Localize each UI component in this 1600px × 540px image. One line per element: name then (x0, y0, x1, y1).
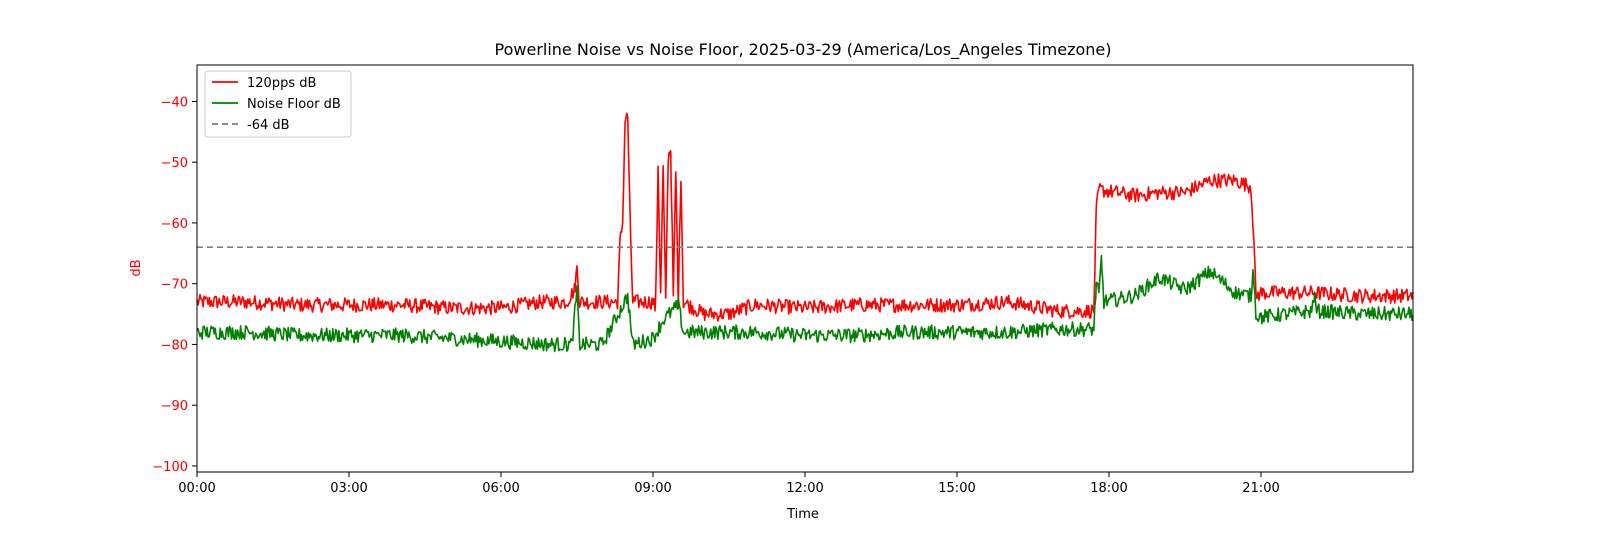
axes-layer: 00:00 03:00 06:00 09:00 12:00 15:00 18:00 21:00… (152, 64, 1414, 496)
legend-box (204, 70, 352, 138)
y-tick-label: −40 (161, 95, 188, 110)
x-tick-label: 06:00 (482, 481, 519, 496)
y-axis-label: dB (129, 259, 144, 276)
x-tick-label: 15:00 (938, 481, 975, 496)
x-axis-label: Time (786, 507, 819, 522)
y-tick-label: −50 (161, 156, 188, 171)
y-tick-label: −100 (152, 460, 188, 475)
x-tick-label: 09:00 (634, 481, 671, 496)
legend-label: -64 dB (247, 118, 290, 133)
y-tick-label: −60 (161, 217, 188, 232)
x-tick-label: 21:00 (1242, 481, 1279, 496)
series-line-0 (196, 112, 1414, 322)
y-tick-label: −80 (161, 338, 188, 353)
chart-title: Powerline Noise vs Noise Floor, 2025-03-… (495, 40, 1112, 60)
legend: 120pps dB Noise Floor dB -64 dB (204, 70, 352, 138)
x-tick-label: 00:00 (178, 481, 215, 496)
series-layer (196, 112, 1414, 353)
x-tick-label: 12:00 (786, 481, 823, 496)
series-line-1 (196, 254, 1414, 353)
legend-label: 120pps dB (247, 76, 316, 91)
x-tick-label: 03:00 (330, 481, 367, 496)
plot-background (197, 65, 1413, 472)
y-tick-label: −70 (161, 278, 188, 293)
y-tick-label: −90 (161, 399, 188, 414)
legend-label: Noise Floor dB (247, 97, 341, 112)
x-tick-label: 18:00 (1090, 481, 1127, 496)
plot-area (197, 65, 1413, 472)
